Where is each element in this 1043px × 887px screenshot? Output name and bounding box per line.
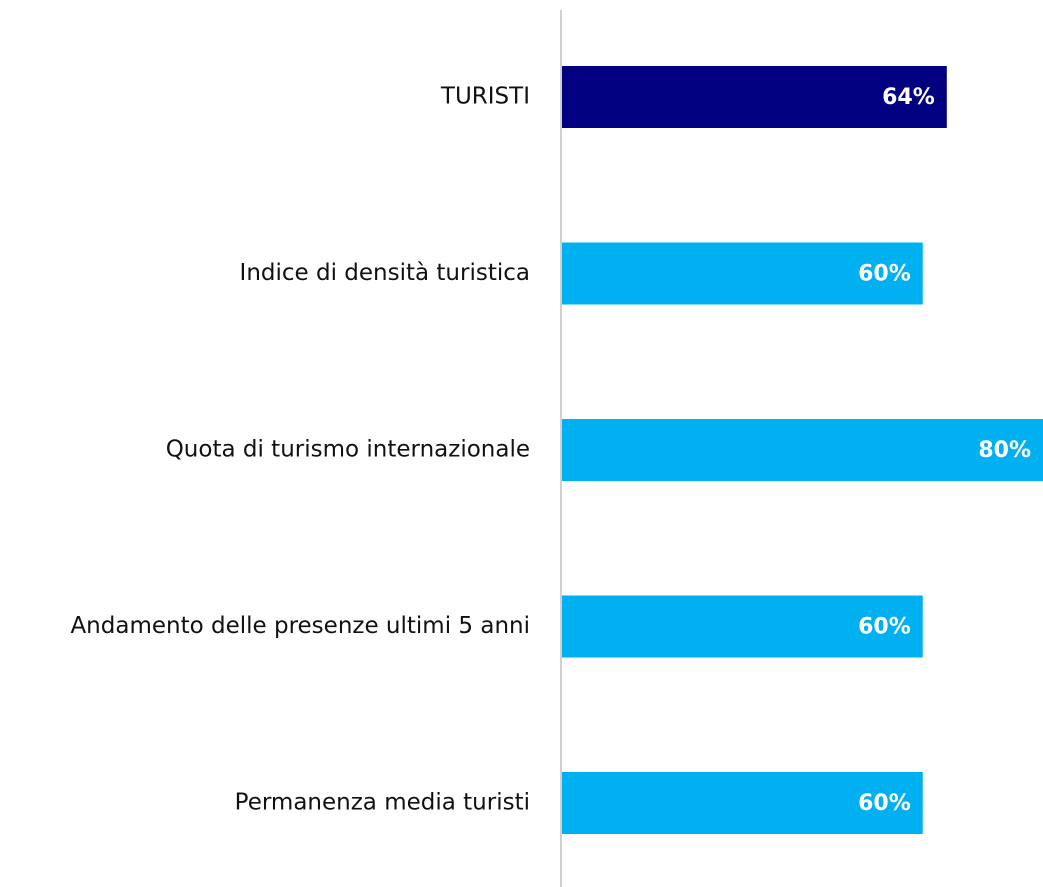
category-label: TURISTI <box>440 84 530 110</box>
bar <box>562 66 947 128</box>
value-label: 60% <box>858 262 911 287</box>
value-label: 64% <box>882 85 935 110</box>
value-label: 80% <box>978 438 1031 463</box>
bar <box>562 772 923 834</box>
category-label: Quota di turismo internazionale <box>166 437 530 463</box>
value-label: 60% <box>858 615 911 640</box>
value-label: 60% <box>858 791 911 816</box>
category-label: Indice di densità turistica <box>240 260 530 286</box>
bar <box>562 242 923 305</box>
category-label: Andamento delle presenze ultimi 5 anni <box>70 613 530 639</box>
bar <box>562 419 1043 481</box>
bar <box>562 595 923 658</box>
category-label: Permanenza media turisti <box>235 790 530 816</box>
